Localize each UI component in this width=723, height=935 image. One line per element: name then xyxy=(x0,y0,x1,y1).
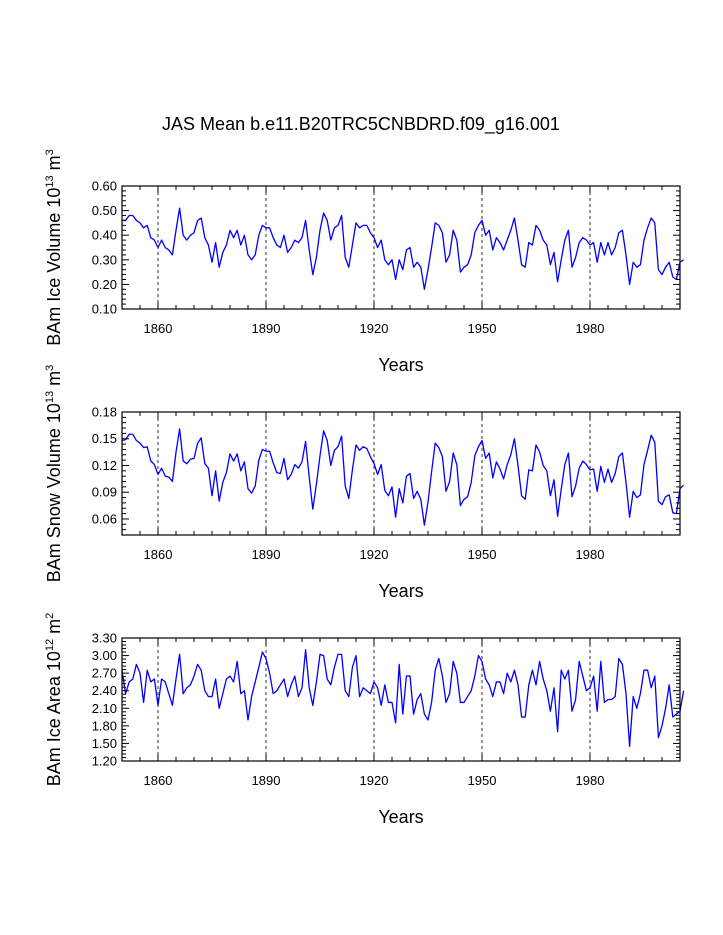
series-line xyxy=(121,649,685,748)
y-axis-title: BAm Snow Volume 1013 m3 xyxy=(44,365,64,582)
y-axis-title-unit-exponent: 3 xyxy=(44,149,56,155)
y-axis-title-main: BAm Ice Volume 10 xyxy=(44,188,64,346)
y-tick-label: 0.06 xyxy=(92,511,117,526)
chart-panel-2: 0.06 0.09 0.12 0.15 0.18 1860 1890 1920 1950 1980… xyxy=(44,365,685,601)
x-tick-label: 1920 xyxy=(360,773,389,788)
y-axis-title-exponent: 12 xyxy=(44,639,56,651)
y-tick-label: 3.30 xyxy=(92,631,117,646)
plot-frame xyxy=(121,411,681,536)
y-axis-title: BAm Ice Area 1012 m2 xyxy=(44,613,64,786)
y-tick-label: 0.20 xyxy=(92,277,117,292)
x-tick-label: 1860 xyxy=(144,321,173,336)
x-axis-title: Years xyxy=(378,355,423,375)
chart-panel-1: 0.10 0.20 0.30 0.40 0.50 0.60 1860 1890 1920 1950… xyxy=(44,149,684,375)
y-axis-title-exponent: 13 xyxy=(44,391,56,403)
x-tick-label: 1980 xyxy=(576,773,605,788)
series-line xyxy=(121,428,685,526)
plot-frame xyxy=(121,185,681,310)
y-tick-label: 0.15 xyxy=(92,431,117,446)
x-tick-label: 1950 xyxy=(468,321,497,336)
y-axis-title-unit: m xyxy=(44,155,64,175)
y-axis-title-unit-exponent: 2 xyxy=(44,613,56,619)
x-tick-label: 1920 xyxy=(360,321,389,336)
x-tick-label: 1950 xyxy=(468,773,497,788)
y-axis-title-main: BAm Ice Area 10 xyxy=(44,651,64,786)
y-tick-label: 3.00 xyxy=(92,648,117,663)
y-axis-title-exponent: 13 xyxy=(44,175,56,187)
x-axis-title: Years xyxy=(378,581,423,601)
y-tick-label: 0.60 xyxy=(92,179,117,194)
y-tick-label: 1.20 xyxy=(92,754,117,769)
y-tick-label: 0.09 xyxy=(92,485,117,500)
x-tick-label: 1860 xyxy=(144,773,173,788)
y-axis-title-unit-exponent: 3 xyxy=(44,365,56,371)
chart-panel-3: 1.20 1.50 1.80 2.10 2.40 2.70 3.00 3.30 1860 1890… xyxy=(44,613,685,827)
x-tick-label: 1860 xyxy=(144,547,173,562)
x-tick-label: 1890 xyxy=(252,773,281,788)
y-tick-label: 0.50 xyxy=(92,203,117,218)
y-axis-title-main: BAm Snow Volume 10 xyxy=(44,403,64,582)
y-tick-label: 0.18 xyxy=(92,405,117,420)
y-tick-label: 1.50 xyxy=(92,736,117,751)
x-tick-label: 1890 xyxy=(252,547,281,562)
chart-title: JAS Mean b.e11.B20TRC5CNBDRD.f09_g16.001 xyxy=(162,114,560,135)
y-axis-title-unit: m xyxy=(44,619,64,639)
series-line xyxy=(122,207,684,290)
x-tick-label: 1920 xyxy=(360,547,389,562)
y-axis-title: BAm Ice Volume 1013 m3 xyxy=(44,149,64,345)
x-tick-label: 1950 xyxy=(468,547,497,562)
x-tick-label: 1980 xyxy=(576,321,605,336)
y-tick-label: 0.10 xyxy=(92,302,117,317)
y-tick-label: 0.12 xyxy=(92,458,117,473)
plot-frame xyxy=(121,637,681,762)
y-tick-label: 2.40 xyxy=(92,683,117,698)
y-axis-title-unit: m xyxy=(44,371,64,391)
y-tick-label: 2.10 xyxy=(92,701,117,716)
x-axis-title: Years xyxy=(378,807,423,827)
y-tick-label: 0.30 xyxy=(92,252,117,267)
x-tick-label: 1890 xyxy=(252,321,281,336)
y-tick-label: 0.40 xyxy=(92,228,117,243)
x-tick-label: 1980 xyxy=(576,547,605,562)
y-tick-label: 1.80 xyxy=(92,718,117,733)
y-tick-label: 2.70 xyxy=(92,666,117,681)
